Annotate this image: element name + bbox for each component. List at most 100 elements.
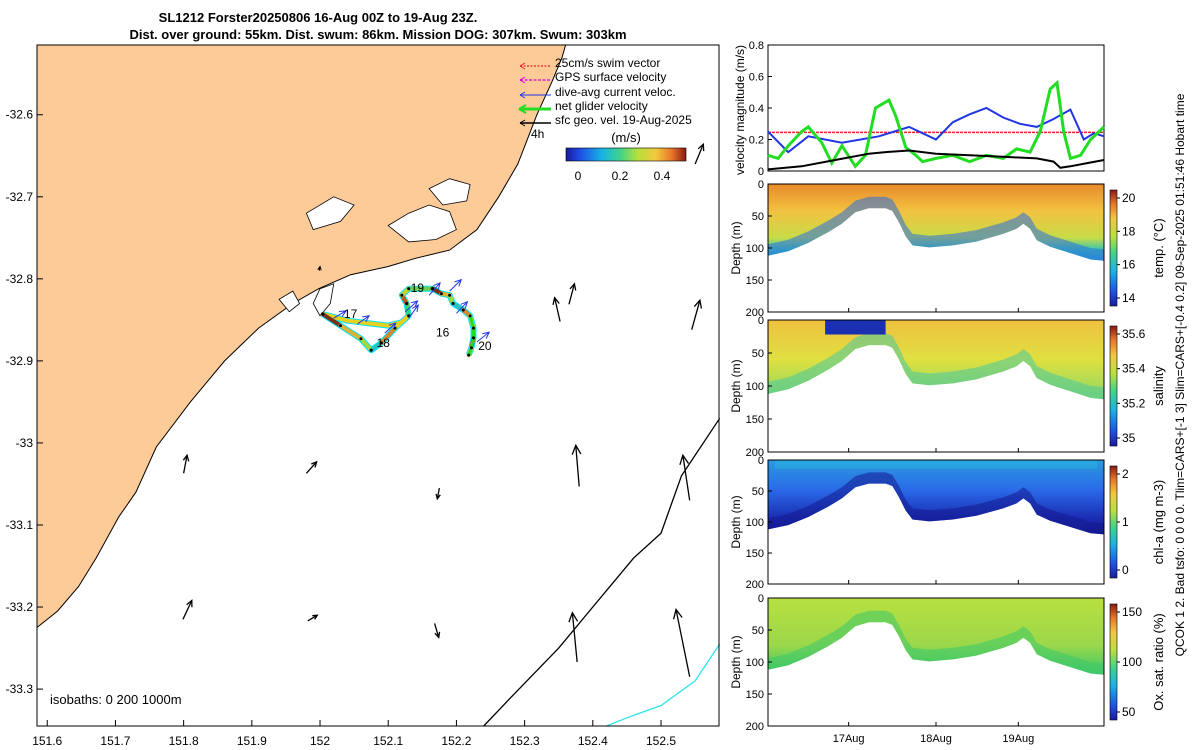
track-segment [379, 326, 398, 345]
map-x-tick-label: 152 [310, 734, 330, 748]
colorbar-tick-02: 0.2 [612, 169, 629, 183]
section-y-tick-label: 0 [758, 455, 764, 467]
lake-2 [305, 196, 355, 231]
velocity-lines [767, 79, 1106, 171]
colorbar-tick-label: 35.6 [1122, 327, 1146, 341]
velocity-series-sfc [767, 149, 1105, 171]
lake-1 [428, 178, 471, 206]
section-y-tick-label: 150 [746, 275, 764, 287]
geo-vector [307, 614, 319, 622]
map-isobaths [483, 417, 721, 727]
geo-vector [694, 142, 705, 165]
geo-vector [568, 611, 579, 663]
section-y-tick-label: 150 [746, 689, 764, 701]
isobath-label: isobaths: 0 200 1000m [50, 692, 182, 707]
velocity-series-net [767, 79, 1106, 169]
section-deep-band-chla [768, 472, 1104, 535]
track-point [321, 312, 325, 316]
section-data-chla [768, 460, 1104, 535]
track-point [338, 324, 342, 328]
track-segment [393, 313, 411, 331]
colorbar-tick-label: 14 [1122, 291, 1136, 305]
section-data-oxygen [768, 598, 1104, 675]
geo-vector [305, 460, 318, 474]
map-x-tick-label: 152.4 [578, 734, 608, 748]
geo-vector [435, 487, 441, 501]
track-segment [320, 312, 343, 328]
legend-swim-vector: 25cm/s swim vector [555, 56, 660, 70]
map-y-tick-label: -32.8 [6, 272, 34, 286]
map-x-tick-label: 152.1 [373, 734, 403, 748]
day-label-16: 16 [436, 325, 450, 339]
section-y-tick-label: 0 [758, 179, 764, 191]
map-y-tick-label: -32.7 [6, 190, 34, 204]
colorbar-tick-label: 16 [1122, 258, 1136, 272]
geo-vector [182, 599, 193, 620]
colorbar-temp [1109, 189, 1118, 307]
map-x-tick-label: 151.9 [237, 734, 267, 748]
colorbar-tick-label: 35.2 [1122, 396, 1146, 410]
isobath-200m [483, 417, 721, 727]
legend-net-velocity: net glider velocity [555, 99, 648, 113]
track-point [359, 337, 363, 341]
geo-vector [433, 623, 441, 639]
map-x-tick-label: 152.2 [441, 734, 471, 748]
current-vector [333, 310, 347, 319]
track-segment [338, 323, 363, 341]
colorbar-tick-label: 150 [1122, 605, 1142, 619]
section-y-tick-label: 200 [746, 447, 764, 459]
track-point [431, 287, 435, 291]
velocity-y-tick-label: 0.4 [749, 103, 764, 115]
track-point [468, 314, 472, 318]
current-vector [404, 300, 419, 313]
section-y-tick-label: 50 [752, 486, 764, 498]
colorbar-tick-label: 35 [1122, 431, 1136, 445]
map-y-ticks: -32.6 -32.7 -32.8 -32.9 -33 -33.1 -33.2 -33.3 [6, 108, 43, 696]
current-vector [428, 282, 441, 296]
map-vectors [182, 142, 705, 677]
section-y-tick-label: 150 [746, 414, 764, 426]
track-point [471, 336, 475, 340]
section-panel-oxygen: 0 50 100 150 200 Depth (m) 50 100 150 Ox. sat. ra… [729, 593, 1166, 733]
chla-surface-band [774, 460, 1098, 469]
section-y-tick-label: 0 [758, 315, 764, 327]
track-point [467, 353, 471, 357]
day-label-19: 19 [411, 281, 425, 295]
geo-vector [691, 298, 703, 330]
colorbar-salinity [1109, 325, 1118, 447]
map-x-tick-label: 152.5 [646, 734, 676, 748]
section-y-tick-label: 100 [746, 243, 764, 255]
lake-3 [312, 283, 335, 317]
section-y-tick-label: 100 [746, 381, 764, 393]
colorbar-tick-0: 0 [575, 169, 582, 183]
colorbar-tick-label: 35.4 [1122, 362, 1146, 376]
track-point [439, 292, 443, 296]
section-ylabel-oxygen: Depth (m) [729, 635, 743, 688]
velocity-ylabel: velocity magnitude (m/s) [733, 45, 747, 175]
map-x-tick-label: 152.3 [510, 734, 540, 748]
colorbar-label-oxygen: Ox. sat. ratio (%) [1151, 613, 1166, 711]
side-label: QCOK 1 2. Bad tsfo: 0 0 0 0. Tlim=CARS+[… [1173, 93, 1187, 656]
glider-track [320, 285, 477, 358]
track-point [369, 348, 373, 352]
section-data-temp [768, 184, 1104, 261]
colorbar-label-temp: temp. (°C) [1151, 218, 1166, 277]
velocity-panel: 0 0.2 0.4 0.6 0.8 velocity magnitude (m/s) [733, 40, 1106, 178]
section-y-tick-label: 150 [746, 548, 764, 560]
day-label-20: 20 [478, 339, 492, 353]
track-point [471, 326, 475, 330]
track-segment [451, 301, 466, 313]
colorbar-tick-label: 20 [1122, 191, 1136, 205]
section-y-tick-label: 0 [758, 593, 764, 605]
current-vector [456, 300, 469, 314]
section-deep-band-salinity [768, 333, 1104, 400]
colorbar-tick-label: 1 [1122, 515, 1129, 529]
section-y-tick-label: 50 [752, 211, 764, 223]
section-panel-temp: 0 50 100 150 200 Depth (m) 14 16 18 20 temp. (°C) [729, 179, 1166, 319]
current-vector [476, 331, 491, 343]
colorbar-title: (m/s) [611, 130, 641, 145]
current-vector [384, 322, 397, 334]
track-segment [369, 340, 384, 353]
